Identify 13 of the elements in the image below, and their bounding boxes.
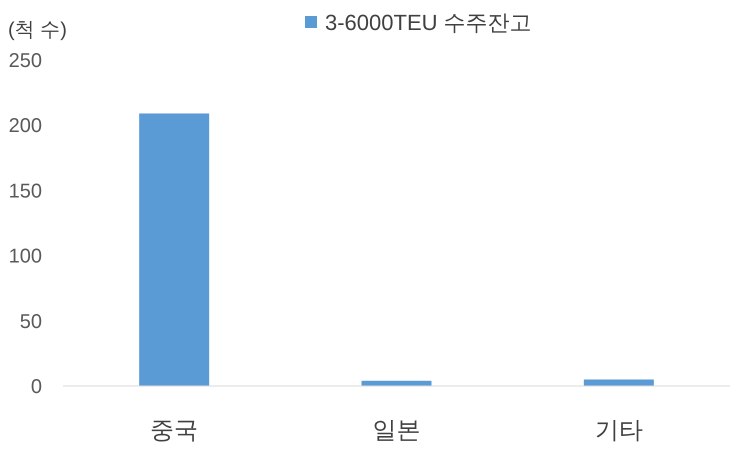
y-tick-label: 200 xyxy=(8,115,42,138)
x-tick-label: 중국 xyxy=(150,417,198,444)
y-tick-label: 250 xyxy=(8,50,42,72)
legend-label: 3-6000TEU 수주잔고 xyxy=(325,10,532,35)
x-tick-label: 일본 xyxy=(372,417,420,444)
y-axis-title: (척 수) xyxy=(8,19,67,41)
x-tick-label: 기타 xyxy=(594,417,643,444)
y-tick-label: 50 xyxy=(20,310,42,333)
y-tick-label: 150 xyxy=(8,180,42,202)
y-tick-label: 100 xyxy=(8,246,42,268)
y-tick-label: 0 xyxy=(30,376,42,398)
bar xyxy=(139,113,210,386)
bar xyxy=(584,379,654,386)
